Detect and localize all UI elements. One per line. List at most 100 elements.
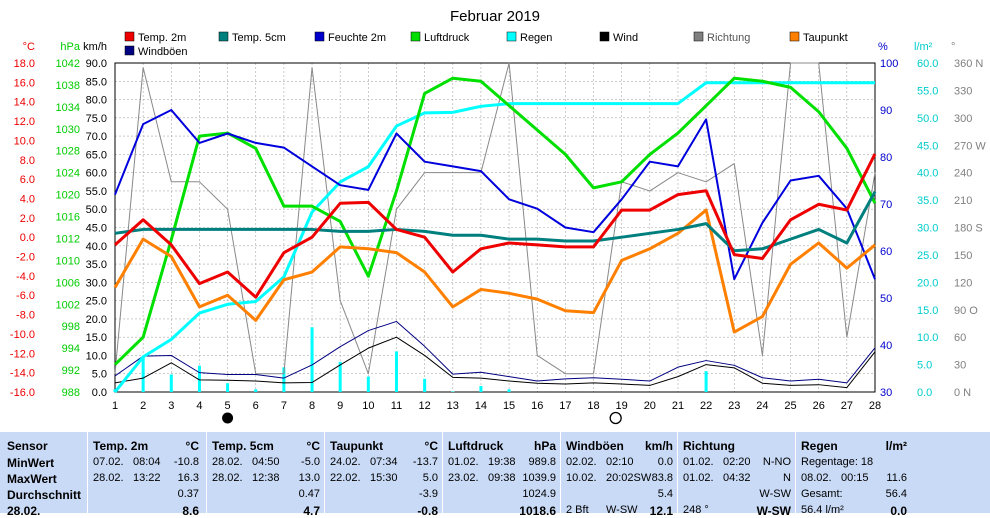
y-tick-label: 240 xyxy=(954,168,972,180)
x-tick-label: 21 xyxy=(672,400,684,412)
cell-value: N xyxy=(783,472,791,484)
y-tick-label: 120 xyxy=(954,277,972,289)
y-tick-label: 60.0 xyxy=(917,58,938,70)
x-tick-label: 17 xyxy=(559,400,571,412)
y-tick-label: 5.0 xyxy=(92,369,107,381)
cell-date: 22.02. xyxy=(330,472,361,484)
y-tick-label: 55.0 xyxy=(86,186,107,198)
x-tick-label: 24 xyxy=(756,400,768,412)
axis-unit-label: ° xyxy=(951,41,955,53)
cell-time: 08:04 xyxy=(133,456,161,468)
y-tick-label: 5.0 xyxy=(917,360,932,372)
y-tick-label: 180 S xyxy=(954,223,983,235)
y-tick-label: 80 xyxy=(880,152,892,164)
x-tick-label: 8 xyxy=(309,400,315,412)
y-tick-label: -4.0 xyxy=(16,271,35,283)
column-header: Temp. 2m xyxy=(93,439,149,453)
axis-unit-label: km/h xyxy=(83,41,107,53)
legend-label: Windböen xyxy=(138,46,188,58)
cell-value: 16.3 xyxy=(177,472,199,484)
y-tick-label: 70 xyxy=(880,199,892,211)
y-tick-label: 0.0 xyxy=(20,232,35,244)
full-moon-icon xyxy=(609,411,622,425)
cell-date: 01.02. xyxy=(448,456,479,468)
new-moon-icon xyxy=(222,412,234,424)
series-windb-en xyxy=(114,320,876,384)
cell-value: W-SW xyxy=(759,488,791,500)
row-label: Sensor xyxy=(7,439,48,453)
table-column-divider xyxy=(206,432,207,513)
cell-date: 07.02. xyxy=(93,456,124,468)
y-tick-label: 1028 xyxy=(56,146,80,158)
y-tick-label: 45.0 xyxy=(917,140,938,152)
y-tick-label: 1024 xyxy=(56,168,80,180)
x-tick-label: 4 xyxy=(196,400,202,412)
axis-unit-label: l/m² xyxy=(914,41,933,53)
y-tick-label: 20.0 xyxy=(917,277,938,289)
y-tick-label: 10.0 xyxy=(14,135,35,147)
y-tick-label: 16.0 xyxy=(14,77,35,89)
y-tick-label: 210 xyxy=(954,195,972,207)
y-tick-label: 1020 xyxy=(56,190,80,202)
cell-value: W-SW xyxy=(756,504,791,518)
cell-value: 5.0 xyxy=(422,472,438,484)
y-tick-label: 330 xyxy=(954,85,972,97)
column-unit: °C xyxy=(424,439,438,453)
column-header: Taupunkt xyxy=(330,439,384,453)
x-tick-label: 2 xyxy=(140,400,146,412)
y-tick-label: 150 xyxy=(954,250,972,262)
y-tick-label: 60 xyxy=(880,246,892,258)
cell-date: 08.02. xyxy=(801,472,832,484)
y-tick-label: 40 xyxy=(880,340,892,352)
y-tick-label: 1042 xyxy=(56,58,80,70)
x-tick-label: 27 xyxy=(841,400,853,412)
y-tick-label: 1034 xyxy=(56,102,80,114)
series-temp-2m xyxy=(114,153,877,299)
cell-value: 13.0 xyxy=(298,472,320,484)
y-tick-label: 35.0 xyxy=(86,259,107,271)
series-luftdruck xyxy=(113,76,877,366)
column-unit: °C xyxy=(306,439,320,453)
cell-time: 07:34 xyxy=(370,456,398,468)
cell-date: 01.02. xyxy=(683,456,714,468)
axis-unit-label: % xyxy=(878,41,888,53)
y-tick-label: 25.0 xyxy=(917,250,938,262)
y-tick-label: 50.0 xyxy=(86,204,107,216)
cell-value: 0.0 xyxy=(890,504,907,518)
cell-time: 12:38 xyxy=(252,472,280,484)
cell-value: 4.7 xyxy=(303,504,320,518)
y-tick-label: 40.0 xyxy=(917,168,938,180)
cell-value: 0.47 xyxy=(298,488,320,500)
y-tick-label: 10.0 xyxy=(917,332,938,344)
legend-swatch xyxy=(124,45,135,56)
y-tick-label: -16.0 xyxy=(10,387,35,399)
rain-day-bar xyxy=(451,391,455,392)
row-label: 28.02. xyxy=(7,504,41,518)
cell-value: -3.9 xyxy=(419,488,438,500)
column-header: Regen xyxy=(801,439,838,453)
y-tick-label: 4.0 xyxy=(20,193,35,205)
cell-date: 10.02. xyxy=(566,472,597,484)
column-unit: km/h xyxy=(644,439,673,453)
legend-swatch xyxy=(599,31,610,42)
cell-time: 02:10 xyxy=(606,456,634,468)
x-tick-label: 6 xyxy=(253,400,259,412)
cell-value: 83.8 xyxy=(651,472,673,484)
y-tick-label: 1030 xyxy=(56,124,80,136)
y-tick-label: 15.0 xyxy=(86,332,107,344)
cell-value: 989.8 xyxy=(528,456,556,468)
weather-chart: Februar 2019 Temp. 2m Temp. 5cm Feuchte 2m L… xyxy=(10,8,986,425)
series-regen xyxy=(113,81,875,393)
cell-value: -5.0 xyxy=(301,456,320,468)
x-tick-label: 18 xyxy=(587,400,599,412)
x-tick-label: 23 xyxy=(728,400,740,412)
x-tick-label: 1 xyxy=(112,400,118,412)
y-tick-label: 1002 xyxy=(56,299,80,311)
y-tick-label: 90 O xyxy=(954,305,978,317)
legend-label: Feuchte 2m xyxy=(328,32,386,44)
x-tick-label: 26 xyxy=(813,400,825,412)
column-unit: hPa xyxy=(533,439,556,453)
y-tick-label: 15.0 xyxy=(917,305,938,317)
row-label: MaxWert xyxy=(7,472,57,486)
cell-value: -13.7 xyxy=(412,456,438,468)
